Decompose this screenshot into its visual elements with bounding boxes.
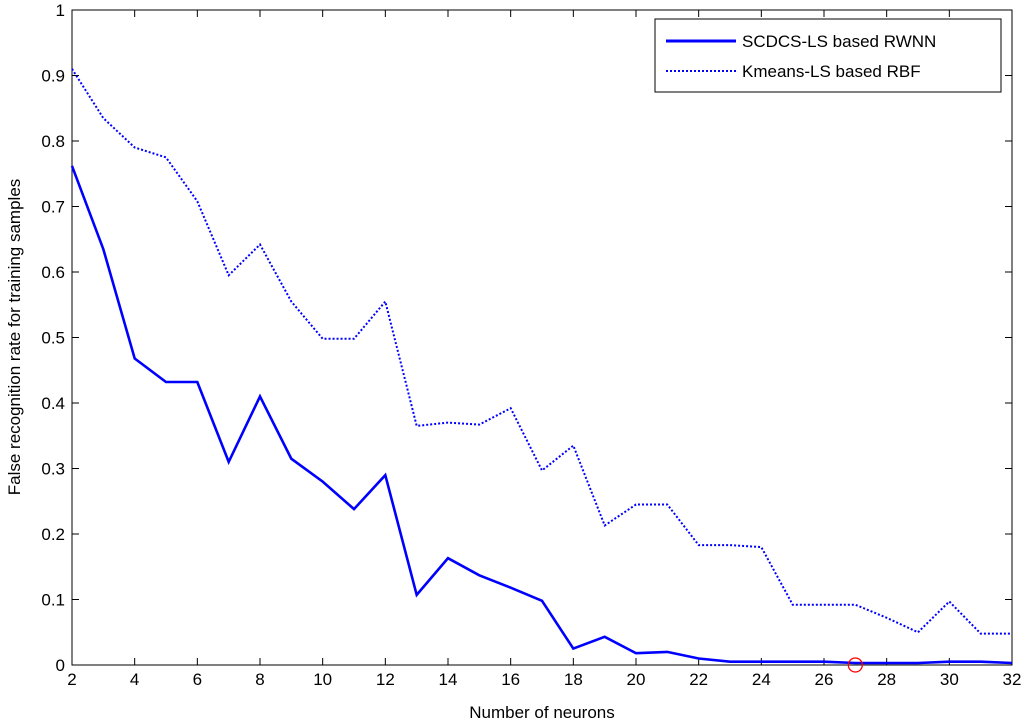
y-tick-label: 0.5 [41,329,65,348]
y-tick-label: 0.8 [41,132,65,151]
legend-box [654,18,1002,93]
series-line-2 [71,68,1012,635]
x-axis-title: Number of neurons [469,703,615,722]
x-tick-label: 26 [815,670,834,689]
legend-label-series-1: SCDCS-LS based RWNN [742,32,936,51]
x-tick-label: 32 [1003,670,1022,689]
x-tick-label: 18 [564,670,583,689]
y-tick-label: 0 [56,656,65,675]
x-tick-label: 22 [689,670,708,689]
y-tick-label: 0.7 [41,198,65,217]
x-tick-label: 28 [877,670,896,689]
optimum-marker [847,657,863,673]
legend: SCDCS-LS based RWNN Kmeans-LS based RBF [654,18,1002,93]
markers [847,657,863,673]
x-tick-label: 12 [376,670,395,689]
x-tick-label: 6 [193,670,202,689]
plot-area [71,9,1013,666]
x-tick-label: 24 [752,670,771,689]
y-tick-label: 0.4 [41,394,65,413]
x-tick-label: 8 [255,670,264,689]
y-tick-label: 0.6 [41,263,65,282]
x-tick-label: 30 [940,670,959,689]
x-tick-label: 14 [439,670,458,689]
x-tick-label: 2 [67,670,76,689]
y-tick-label: 0.2 [41,525,65,544]
axis-ticks: 2 4 6 8 10 12 14 16 18 20 22 24 26 28 30 3200.10.20.30.… [41,1,1021,689]
x-tick-label: 16 [501,670,520,689]
y-tick-label: 1 [56,1,65,20]
legend-label-series-2: Kmeans-LS based RBF [742,62,921,81]
y-axis-title: False recognition rate for training samp… [5,179,24,496]
y-tick-label: 0.1 [41,591,65,610]
series-line-1 [70,165,1013,665]
x-tick-label: 4 [130,670,139,689]
y-tick-label: 0.9 [41,67,65,86]
series-lines [70,68,1013,665]
x-tick-label: 10 [313,670,332,689]
x-tick-label: 20 [627,670,646,689]
y-tick-label: 0.3 [41,460,65,479]
